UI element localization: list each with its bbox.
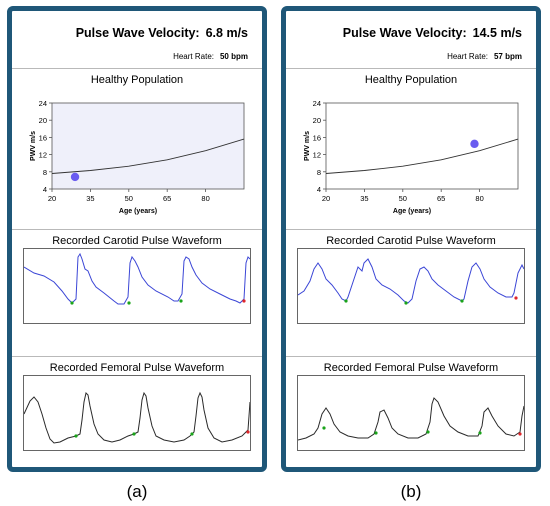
end-marker (242, 299, 246, 303)
divider (286, 68, 536, 69)
plot-area (325, 102, 519, 190)
y-axis-label: PWV m/s (30, 131, 37, 161)
femoral-waveform-svg (298, 397, 524, 441)
y-tick-label: 24 (39, 99, 47, 108)
population-chart-svg: 4 8 12 16 20 24 20 35 50 65 80 Age (years) PWV m/s (304, 99, 519, 215)
pwv-value: 6.8 m/s (205, 26, 248, 40)
caption-b: (b) (400, 482, 422, 501)
x-tick-label: 20 (322, 194, 330, 203)
foot-marker (404, 301, 408, 305)
foot-marker (70, 301, 74, 305)
pwv-value: 14.5 m/s (472, 26, 522, 40)
femoral-waveform-title: Recorded Femoral Pulse Waveform (323, 362, 499, 374)
y-tick-label: 12 (39, 151, 47, 160)
femoral-trace (24, 391, 250, 444)
y-tick-label: 16 (39, 133, 47, 142)
end-marker (518, 432, 522, 436)
y-axis-label: PWV m/s (304, 131, 311, 161)
heart-rate-label: Heart Rate: (447, 52, 488, 61)
foot-marker (132, 432, 136, 436)
carotid-waveform-title: Recorded Carotid Pulse Waveform (326, 235, 496, 247)
foot-marker (190, 432, 194, 436)
population-chart-title: Healthy Population (364, 74, 458, 86)
y-tick-label: 4 (317, 185, 321, 194)
foot-marker (322, 426, 326, 430)
carotid-trace (298, 258, 524, 304)
patient-point (470, 139, 479, 149)
pwv-label: Pulse Wave Velocity: (342, 26, 467, 40)
pwv-readout: Pulse Wave Velocity: 6.8 m/s (76, 26, 248, 40)
heart-rate-readout: Heart Rate: 50 bpm (173, 52, 248, 61)
carotid-waveform-svg (24, 252, 250, 305)
foot-marker (374, 431, 378, 435)
divider (12, 68, 262, 69)
population-chart-title: Healthy Population (90, 74, 184, 86)
carotid-waveform-plot (23, 248, 251, 324)
femoral-waveform-svg (24, 391, 250, 444)
x-tick-label: 35 (360, 194, 368, 203)
patient-point (70, 172, 80, 182)
y-tick-label: 4 (43, 185, 47, 194)
heart-rate-label: Heart Rate: (173, 52, 214, 61)
heart-rate-value: 50 bpm (219, 52, 248, 61)
y-tick-label: 8 (317, 168, 321, 177)
foot-marker (127, 301, 131, 305)
end-marker (514, 296, 518, 300)
x-tick-label: 80 (201, 194, 209, 203)
foot-marker (426, 430, 430, 434)
heart-rate-readout: Heart Rate: 57 bpm (447, 52, 522, 61)
reference-curve (325, 138, 519, 174)
carotid-waveform-svg (298, 258, 524, 305)
carotid-trace (24, 252, 250, 305)
y-tick-label: 20 (313, 116, 321, 125)
y-tick-label: 12 (313, 151, 321, 160)
y-tick-label: 8 (43, 168, 47, 177)
x-tick-label: 80 (475, 194, 483, 203)
foot-marker (460, 299, 464, 303)
foot-marker (344, 299, 348, 303)
patient-panel-a: Pulse Wave Velocity: 6.8 m/s Heart Rate: 5… (7, 6, 267, 472)
divider (12, 229, 262, 230)
pwv-label: Pulse Wave Velocity: (75, 26, 200, 40)
femoral-waveform-plot (23, 375, 251, 451)
population-chart-svg: 4 8 12 16 20 24 20 35 50 65 80 Age (years) PWV m/s (30, 99, 245, 215)
x-axis-label: Age (years) (119, 208, 157, 215)
end-marker (246, 430, 250, 434)
divider (12, 356, 262, 357)
population-chart: 4 8 12 16 20 24 20 35 50 65 80 Age (years) PWV m/s (294, 93, 524, 223)
pwv-readout: Pulse Wave Velocity: 14.5 m/s (343, 26, 522, 40)
femoral-trace (298, 397, 524, 441)
femoral-waveform-plot (297, 375, 525, 451)
carotid-waveform-plot (297, 248, 525, 324)
caption-a: (a) (126, 482, 148, 501)
y-tick-label: 20 (39, 116, 47, 125)
x-axis-label: Age (years) (393, 208, 431, 215)
population-chart: 4 8 12 16 20 24 20 35 50 65 80 Age (years) PWV m/s (20, 93, 250, 223)
foot-marker (478, 431, 482, 435)
x-tick-label: 65 (437, 194, 445, 203)
patient-panel-b: Pulse Wave Velocity: 14.5 m/s Heart Rate:… (281, 6, 541, 472)
x-tick-label: 50 (125, 194, 133, 203)
x-tick-label: 35 (86, 194, 94, 203)
x-tick-label: 50 (399, 194, 407, 203)
foot-marker (74, 434, 78, 438)
femoral-waveform-title: Recorded Femoral Pulse Waveform (49, 362, 225, 374)
reference-curve (51, 138, 245, 174)
x-tick-label: 20 (48, 194, 56, 203)
foot-marker (179, 299, 183, 303)
heart-rate-value: 57 bpm (493, 52, 522, 61)
divider (286, 356, 536, 357)
y-tick-label: 16 (313, 133, 321, 142)
x-tick-label: 65 (163, 194, 171, 203)
plot-area (51, 102, 245, 190)
carotid-waveform-title: Recorded Carotid Pulse Waveform (52, 235, 222, 247)
y-tick-label: 24 (313, 99, 321, 108)
divider (286, 229, 536, 230)
